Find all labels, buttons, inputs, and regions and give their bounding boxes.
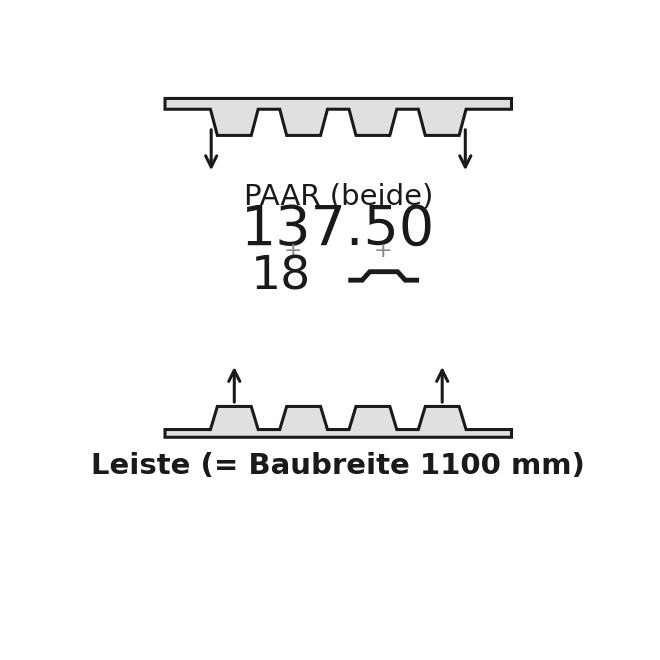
- Text: PAAR (beide): PAAR (beide): [244, 182, 433, 211]
- Polygon shape: [165, 407, 512, 438]
- Text: +: +: [284, 241, 302, 261]
- Polygon shape: [165, 98, 512, 135]
- Text: 18: 18: [250, 255, 311, 300]
- Text: 137.50: 137.50: [241, 203, 436, 257]
- Text: Leiste (= Baubreite 1100 mm): Leiste (= Baubreite 1100 mm): [91, 451, 585, 480]
- Text: +: +: [374, 241, 392, 261]
